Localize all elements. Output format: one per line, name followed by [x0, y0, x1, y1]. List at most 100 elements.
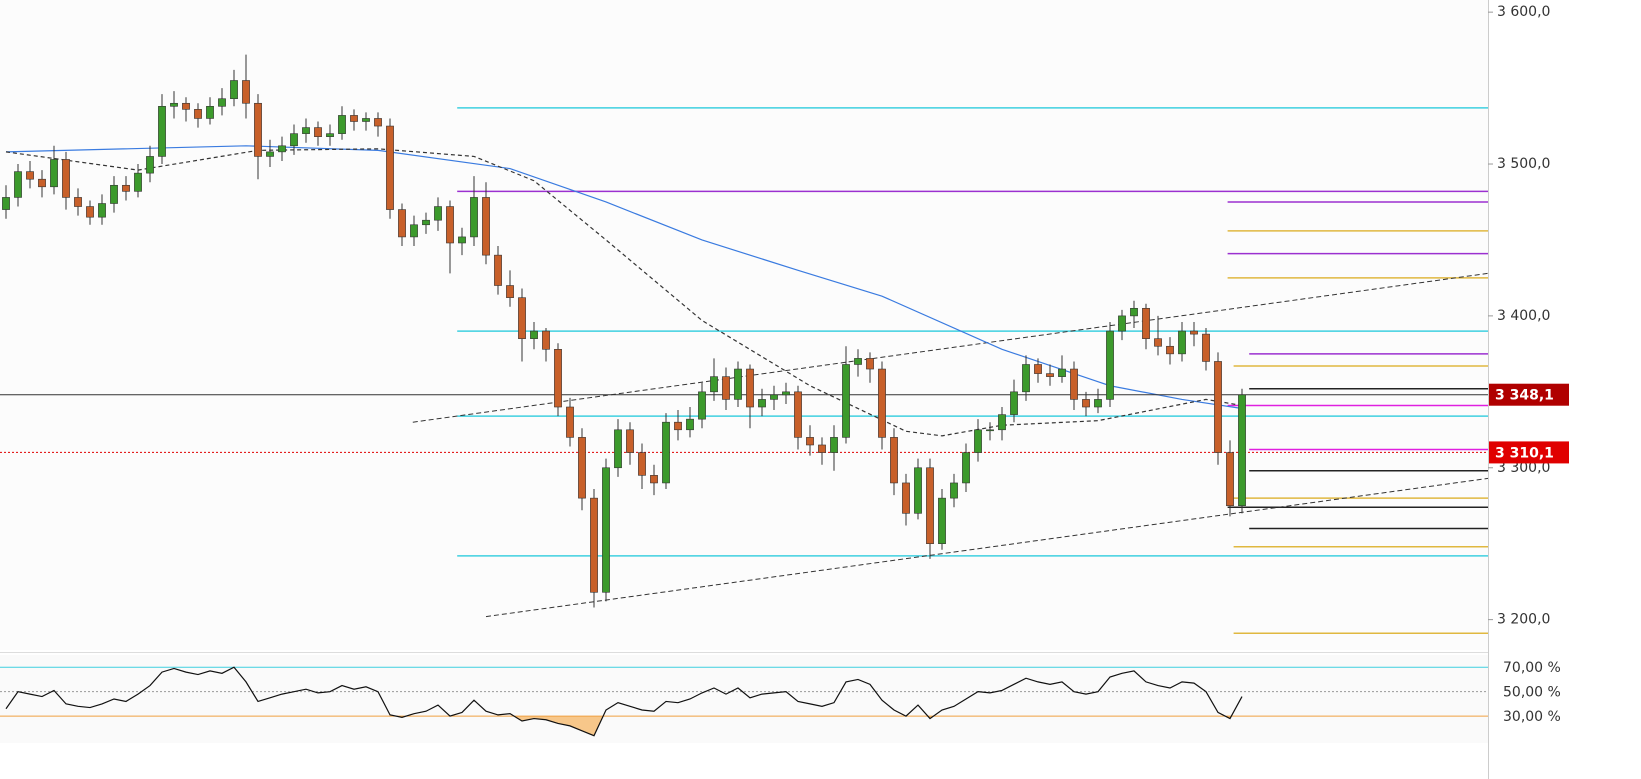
candle-body — [290, 133, 298, 147]
candle-body — [482, 197, 490, 256]
candle-body — [1238, 394, 1246, 507]
candle-body — [1190, 330, 1198, 335]
candle-body — [338, 115, 346, 134]
candle-body — [1202, 333, 1210, 362]
moving-average — [5, 148, 1243, 437]
trend-line — [485, 477, 1489, 618]
candle-body — [566, 406, 574, 438]
candle-body — [26, 171, 34, 180]
candle-body — [542, 330, 550, 350]
candle-body — [446, 206, 454, 244]
candle-body — [794, 391, 802, 438]
candle-body — [386, 125, 394, 210]
candle-body — [626, 429, 634, 453]
candle-body — [302, 127, 310, 134]
candle-body — [2, 197, 10, 210]
candle-body — [350, 115, 358, 122]
candle-body — [758, 399, 766, 408]
price-tag — [1489, 441, 1569, 464]
candle-body — [770, 394, 778, 400]
candle-body — [710, 376, 718, 393]
candle-body — [842, 364, 850, 438]
y-tick-label: 3 600,0 — [1497, 4, 1550, 20]
candle-body — [506, 285, 514, 298]
candle-body — [1178, 330, 1186, 355]
candle-body — [1082, 399, 1090, 408]
candle-body — [410, 224, 418, 238]
candle-body — [1034, 364, 1042, 374]
rsi-tick-label: 50,00 % — [1503, 685, 1561, 701]
candle-body — [146, 156, 154, 174]
candle-body — [326, 133, 334, 137]
y-tick-label: 3 400,0 — [1497, 308, 1550, 324]
price-tag-label: 3 348,1 — [1495, 388, 1554, 404]
candle-body — [1226, 452, 1234, 507]
candle-body — [362, 118, 370, 122]
candle-body — [398, 209, 406, 238]
candle-body — [74, 197, 82, 207]
main-panel — [0, 0, 1488, 650]
candle-body — [314, 127, 322, 137]
price-tag-label: 3 310,1 — [1495, 445, 1554, 461]
candle-body — [494, 254, 502, 286]
candle-body — [1094, 399, 1102, 408]
candle-body — [662, 421, 670, 484]
candle-body — [518, 297, 526, 339]
candle-body — [782, 391, 790, 396]
candle-body — [194, 109, 202, 119]
candle-body — [218, 98, 226, 107]
candle-body — [926, 467, 934, 544]
candle-body — [830, 437, 838, 453]
candle-body — [266, 151, 274, 157]
y-tick-label: 3 200,0 — [1497, 612, 1550, 628]
candle-body — [650, 475, 658, 484]
candle-body — [110, 184, 118, 204]
candle-body — [1214, 361, 1222, 453]
rsi-panel — [0, 655, 1488, 743]
candle-body — [698, 391, 706, 420]
candle-body — [1046, 373, 1054, 377]
candle-body — [986, 429, 994, 432]
rsi-line — [5, 666, 1243, 737]
candle-body — [746, 368, 754, 408]
candle-body — [86, 206, 94, 218]
candle-body — [14, 171, 22, 198]
candle-body — [1106, 330, 1114, 400]
candle-body — [374, 118, 382, 127]
trend-line — [412, 272, 1489, 423]
rsi-tick-label: 30,00 % — [1503, 709, 1561, 725]
candle-body — [1022, 364, 1030, 393]
candle-body — [866, 358, 874, 370]
candle-body — [1130, 307, 1138, 317]
candle-body — [962, 452, 970, 484]
candle-body — [998, 414, 1006, 431]
candle-body — [602, 467, 610, 593]
candle-body — [134, 172, 142, 192]
y-tick-label: 3 300,0 — [1497, 460, 1550, 476]
candle-body — [938, 497, 946, 544]
candle-body — [470, 197, 478, 238]
candle-body — [170, 102, 178, 107]
candle-body — [686, 418, 694, 431]
candle-body — [734, 368, 742, 400]
candle-body — [974, 429, 982, 453]
candle-body — [638, 452, 646, 476]
candle-body — [1070, 368, 1078, 400]
candle-body — [1058, 368, 1066, 377]
candle-body — [674, 421, 682, 431]
candle-body — [578, 437, 586, 499]
candle-body — [818, 444, 826, 453]
candle-body — [1010, 391, 1018, 415]
candle-body — [614, 429, 622, 469]
candle-body — [206, 106, 214, 119]
candle-body — [722, 376, 730, 400]
candle-body — [458, 236, 466, 244]
candle-body — [914, 467, 922, 514]
candle-body — [950, 482, 958, 499]
rsi-tick-label: 70,00 % — [1503, 660, 1561, 676]
candle-body — [1142, 307, 1150, 339]
candle-body — [254, 102, 262, 157]
candle-body — [182, 102, 190, 110]
y-tick-label: 3 500,0 — [1497, 156, 1550, 172]
